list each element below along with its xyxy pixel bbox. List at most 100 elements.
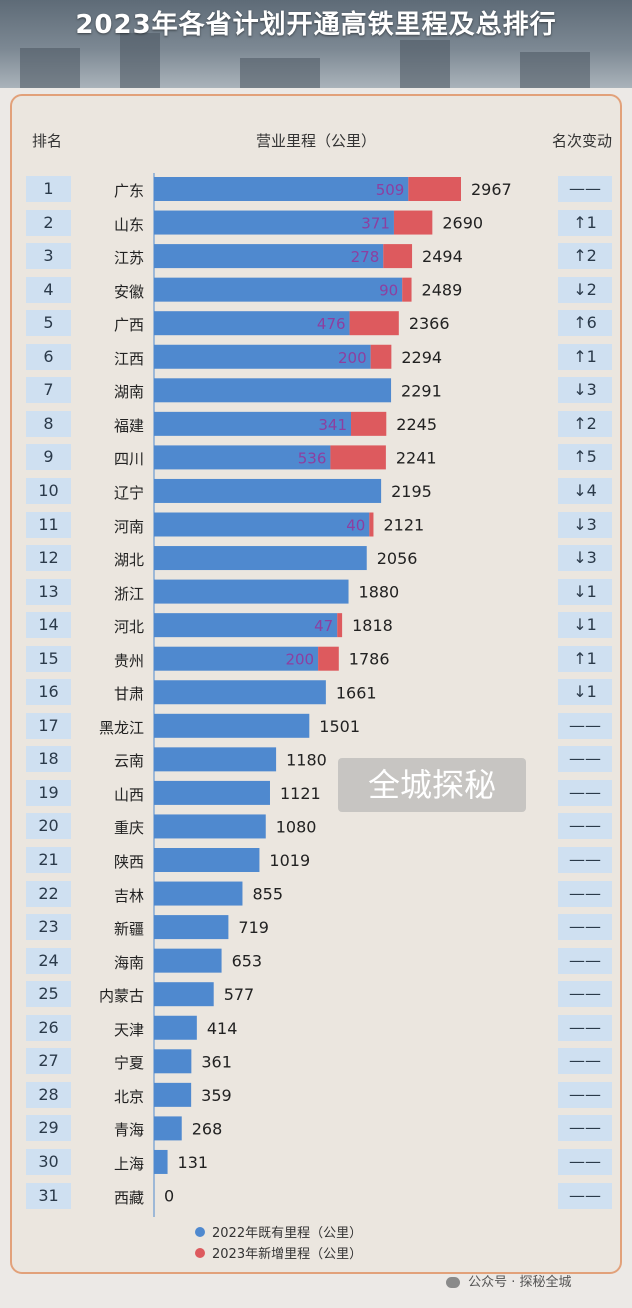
province-label: 湖北	[113, 551, 144, 570]
header-rank: 排名	[32, 132, 63, 150]
province-label: 云南	[113, 752, 144, 771]
rank-box: 24	[26, 947, 71, 974]
rank-box: 28	[26, 1081, 71, 1108]
rank-box: 18	[26, 746, 71, 773]
rank-change-box: ↑1	[558, 209, 612, 236]
province-label: 海南	[113, 953, 144, 972]
province-label: 天津	[113, 1020, 144, 1039]
title-banner	[0, 0, 632, 88]
province-label: 宁夏	[113, 1054, 144, 1073]
rank-box: 20	[26, 813, 71, 840]
rank-change-box: ——	[558, 914, 612, 941]
province-label: 广东	[113, 182, 144, 200]
province-label: 新疆	[113, 920, 144, 939]
province-label: 四川	[113, 450, 144, 469]
rank-change-box: ↓3	[558, 377, 612, 404]
rank-box: 5	[26, 310, 71, 337]
rank-change-box: ↓4	[558, 477, 612, 504]
rank-box: 2	[26, 209, 71, 236]
rank-box: 23	[26, 914, 71, 941]
rank-box: 8	[26, 410, 71, 437]
rank-box: 7	[26, 377, 71, 404]
rank-box: 12	[26, 545, 71, 572]
rank-box: 30	[26, 1148, 71, 1175]
rank-change-box: ↑6	[558, 310, 612, 337]
province-label: 山东	[113, 215, 144, 234]
rank-change-box: ——	[558, 981, 612, 1008]
rank-box: 13	[26, 578, 71, 605]
rank-box: 10	[26, 477, 71, 504]
rank-change-box: ↓1	[558, 679, 612, 706]
rank-box: 6	[26, 343, 71, 370]
province-label: 北京	[113, 1087, 144, 1106]
province-label: 贵州	[113, 651, 144, 670]
footer-text: 公众号 · 探秘全城	[468, 1275, 572, 1290]
rank-change-box: ——	[558, 1148, 612, 1175]
rank-box: 29	[26, 1115, 71, 1142]
rank-change-box: ↑2	[558, 243, 612, 270]
rank-box: 14	[26, 612, 71, 639]
rank-box: 9	[26, 444, 71, 471]
rank-box: 1	[26, 176, 71, 202]
watermark: 全城探秘	[338, 758, 526, 812]
rank-change-box: ——	[558, 176, 612, 202]
province-label: 甘肃	[113, 685, 144, 704]
province-label: 福建	[113, 416, 144, 435]
rank-change-box: ↓3	[558, 511, 612, 538]
banner-building	[520, 52, 590, 88]
rank-change-box: ——	[558, 813, 612, 840]
rank-box: 16	[26, 679, 71, 706]
rank-box: 3	[26, 243, 71, 270]
province-label: 江西	[113, 349, 144, 368]
footer-credit: 公众号 · 探秘全城	[446, 1271, 572, 1290]
rank-change-box: ↑2	[558, 410, 612, 437]
rank-box: 17	[26, 712, 71, 739]
page-title: 2023年各省计划开通高铁里程及总排行	[75, 10, 557, 40]
banner-building	[240, 58, 320, 88]
rank-box: 27	[26, 1048, 71, 1075]
rank-box: 21	[26, 847, 71, 873]
province-label: 广西	[113, 316, 144, 335]
rank-change-box: ——	[558, 1081, 612, 1108]
rank-box: 19	[26, 779, 71, 806]
rank-change-box: ——	[558, 847, 612, 873]
province-label: 内蒙古	[98, 987, 144, 1006]
rank-change-box: ——	[558, 779, 612, 806]
province-label: 黑龙江	[98, 718, 144, 737]
rank-change-box: ——	[558, 1115, 612, 1142]
rank-change-box: ——	[558, 880, 612, 907]
province-label: 辽宁	[113, 483, 144, 502]
rank-change-box: ——	[558, 1182, 612, 1209]
rank-change-box: ↓2	[558, 276, 612, 303]
province-label: 吉林	[113, 886, 144, 905]
rank-box: 25	[26, 981, 71, 1008]
header-mileage: 营业里程（公里）	[256, 132, 377, 150]
province-label: 西藏	[113, 1188, 144, 1207]
rank-change-box: ——	[558, 1014, 612, 1041]
province-label: 安徽	[113, 282, 144, 301]
header-change: 名次变动	[552, 132, 613, 150]
rank-change-box: ↓1	[558, 578, 612, 605]
rank-box: 31	[26, 1182, 71, 1209]
rank-box: 15	[26, 645, 71, 672]
wechat-icon	[446, 1277, 460, 1288]
province-label: 江苏	[113, 249, 144, 268]
province-label: 河南	[113, 517, 144, 536]
province-label: 陕西	[113, 853, 144, 871]
rank-change-box: ——	[558, 746, 612, 773]
banner-building	[400, 40, 450, 88]
rank-change-box: ↓3	[558, 545, 612, 572]
province-label: 河北	[113, 618, 144, 637]
rank-change-box: ↑1	[558, 645, 612, 672]
rank-box: 4	[26, 276, 71, 303]
rank-box: 26	[26, 1014, 71, 1041]
province-label: 重庆	[113, 819, 144, 838]
rank-change-box: ↓1	[558, 612, 612, 639]
rank-box: 22	[26, 880, 71, 907]
province-label: 上海	[113, 1154, 144, 1173]
province-label: 湖南	[113, 383, 144, 402]
rank-change-box: ↑5	[558, 444, 612, 471]
rank-change-box: ——	[558, 712, 612, 739]
banner-building	[20, 48, 80, 88]
rank-change-box: ↑1	[558, 343, 612, 370]
